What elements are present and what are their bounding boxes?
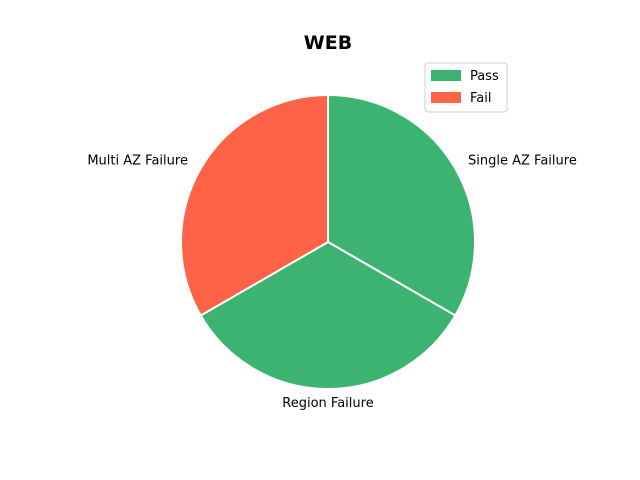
pie-slice-labels: Single AZ Failure Region Failure Multi AZ … (87, 154, 577, 412)
legend-swatch-pass (431, 70, 461, 81)
legend-label-pass: Pass (470, 69, 499, 84)
legend: Pass Fail (424, 62, 508, 113)
legend-label-fail: Fail (470, 91, 491, 106)
pie-label-region-failure: Region Failure (282, 396, 373, 411)
legend-swatch-fail (431, 92, 461, 103)
pie-label-multi-az-failure: Multi AZ Failure (87, 154, 188, 169)
chart-title: WEB (304, 32, 352, 54)
pie-label-single-az-failure: Single AZ Failure (468, 154, 577, 169)
pie-slice-region-failure (199, 241, 457, 390)
pie-slice-single-az-failure (327, 94, 476, 317)
pie-slice-multi-az-failure (180, 94, 329, 317)
pie-slices (180, 94, 476, 390)
